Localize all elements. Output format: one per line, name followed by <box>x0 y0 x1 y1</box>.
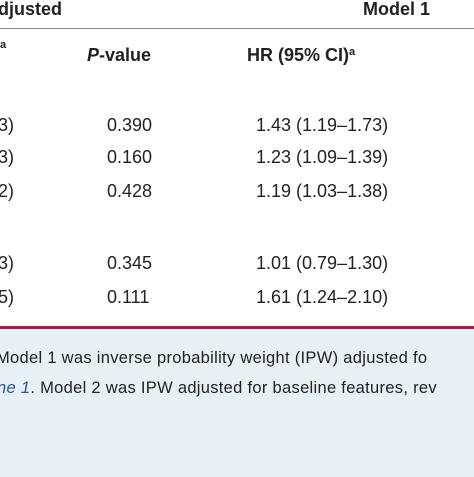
group-right: Model 1 <box>363 0 431 19</box>
cell: 1.43 (1.19–1.73) <box>256 115 389 135</box>
cell: 5) <box>0 287 15 307</box>
footnote-line: Model 1 was inverse probability weight (… <box>0 349 428 367</box>
cell: 0.390 <box>107 115 153 135</box>
italic: P <box>87 45 100 65</box>
cell: 1.23 (1.09–1.39) <box>256 147 389 167</box>
cell: 1.19 (1.03–1.38) <box>256 181 389 201</box>
text: HR (95% CI) <box>247 45 350 65</box>
footnote: Model 1 was inverse probability weight (… <box>0 326 474 477</box>
cell: 1.61 (1.24–2.10) <box>256 287 389 307</box>
cell: 0.345 <box>107 253 153 273</box>
rule <box>0 28 474 29</box>
col-head: P-value <box>87 46 151 64</box>
sup: a <box>349 46 356 58</box>
cell: 3) <box>0 253 15 273</box>
footnote-line: ne 1. Model 2 was IPW adjusted for basel… <box>0 379 437 398</box>
col-head: a <box>0 39 7 51</box>
cell: 3) <box>0 147 15 167</box>
col-head: HR (95% CI)a <box>247 46 355 64</box>
group-left: djusted <box>0 0 63 19</box>
cell: 0.111 <box>107 287 150 307</box>
text: . Model 2 was IPW adjusted for baseline … <box>30 379 437 397</box>
cell: 1.01 (0.79–1.30) <box>256 253 389 273</box>
cell: 3) <box>0 115 15 135</box>
cell: 2) <box>0 181 15 201</box>
cell: 0.428 <box>107 181 153 201</box>
cell: 0.160 <box>107 147 153 167</box>
link[interactable]: ne 1 <box>0 379 31 397</box>
text: -value <box>99 45 152 65</box>
